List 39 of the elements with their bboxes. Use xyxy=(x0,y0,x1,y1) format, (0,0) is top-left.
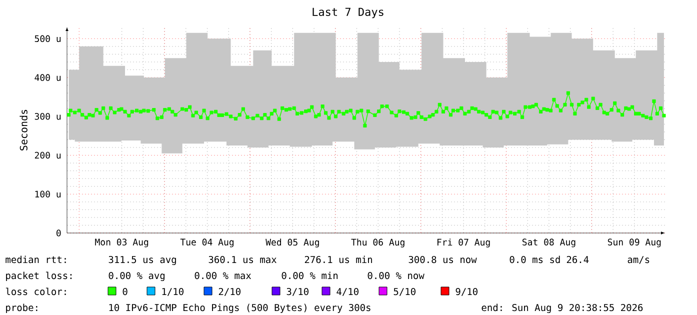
text: 276.1 us min xyxy=(304,256,372,264)
legend-label: 0 xyxy=(122,288,128,296)
text: median rtt: xyxy=(6,256,66,264)
x-tick-label: Sat 08 Aug xyxy=(522,238,576,248)
text: 300.8 us now xyxy=(408,256,477,264)
text: 26.4 xyxy=(566,256,589,264)
y-tick-label: 0 xyxy=(56,230,61,236)
x-tick-label: Wed 05 Aug xyxy=(266,238,319,248)
x-tick-label: Fri 07 Aug xyxy=(437,238,490,248)
text: end: Sun Aug 9 20:38:55 2026 xyxy=(482,304,643,314)
y-tick-label: 500 u xyxy=(34,35,61,42)
y-tick-label: 100 u xyxy=(35,190,61,198)
text: 311.5 us avg xyxy=(108,256,176,266)
text: probe: xyxy=(6,304,38,313)
text: 0.00 % now xyxy=(368,272,424,280)
chart-title: Last 7 Days xyxy=(312,8,384,18)
x-tick-label: Sun 09 Aug xyxy=(608,238,661,248)
legend-label: 3/10 xyxy=(286,288,308,296)
legend-label: 4/10 xyxy=(336,288,358,296)
x-tick-label: Mon 03 Aug xyxy=(95,238,148,248)
x-tick-label: Thu 06 Aug xyxy=(351,238,404,248)
text: 0.00 % min xyxy=(282,272,338,280)
text: 0.0 ms sd xyxy=(510,256,560,264)
text: 10 IPv6-ICMP Echo Pings (500 Bytes) every 300s xyxy=(109,304,370,314)
text: am/s xyxy=(628,256,650,264)
text: 0.00 % avg xyxy=(108,272,165,282)
legend-label: 5/10 xyxy=(394,288,416,296)
text: 360.1 us max xyxy=(208,256,276,264)
legend-title: loss color: xyxy=(6,288,66,296)
legend-label: 9/10 xyxy=(456,288,478,296)
text: 0.00 % max xyxy=(194,272,252,280)
text: packet loss: xyxy=(6,272,72,281)
legend-label: 2/10 xyxy=(218,288,240,296)
x-tick-label: Tue 04 Aug xyxy=(180,238,234,248)
y-tick-label: 200 u xyxy=(34,152,61,159)
y-axis-title: Seconds xyxy=(20,110,28,150)
y-tick-label: 400 u xyxy=(34,74,61,81)
y-tick-label: 300 u xyxy=(34,112,61,120)
legend-label: 1/10 xyxy=(162,288,184,296)
